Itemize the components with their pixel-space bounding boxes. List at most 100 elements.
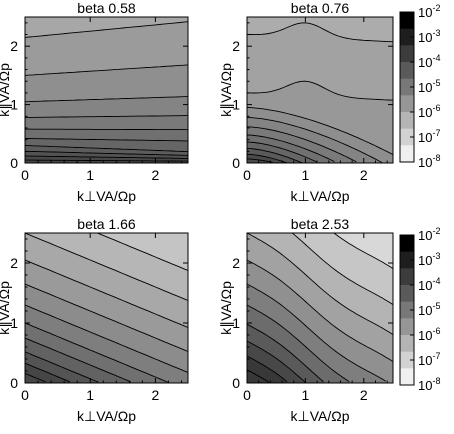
colorbar-swatch	[400, 45, 414, 63]
panel-2: 00 1 1 2 2 beta 0.76 k⊥VA/Ωp k∥VA/Ωp	[218, 0, 394, 204]
contour-line	[247, 259, 393, 362]
contour-line	[247, 153, 288, 163]
contour-field	[247, 17, 393, 163]
colorbar-label: 10-2	[418, 3, 440, 20]
x-tick-label: 1	[86, 167, 94, 183]
x-tick-label: 0	[243, 167, 251, 183]
x-tick-label: 2	[152, 167, 160, 183]
colorbar-label: 10-8	[418, 153, 440, 170]
colorbar-swatch	[400, 368, 414, 386]
contour-line	[247, 126, 357, 163]
contour-line	[25, 115, 188, 118]
contour-line	[247, 141, 317, 163]
x-tick-label: 2	[152, 387, 160, 403]
x-tick-label: 2	[360, 167, 368, 183]
colorbar-swatch	[400, 28, 414, 46]
y-tick-label: 1	[10, 315, 18, 331]
colorbar-label: 10-3	[418, 251, 440, 268]
contour-line	[247, 233, 393, 335]
x-tick-label: 0	[21, 387, 29, 403]
contour-line	[25, 145, 188, 153]
colorbar-swatch	[400, 62, 414, 80]
x-tick-label: 0	[21, 167, 29, 183]
x-tick-label: 1	[302, 387, 310, 403]
contour-line	[247, 80, 393, 101]
colorbar-swatch	[400, 78, 414, 96]
x-axis-label: k⊥VA/Ωp	[291, 408, 350, 424]
y-tick-label: 2	[10, 255, 18, 271]
contour-line	[25, 304, 188, 373]
plot-frame	[24, 16, 189, 164]
contour-line	[247, 340, 306, 383]
colorbar-swatch	[400, 112, 414, 130]
contour-line	[247, 107, 393, 155]
y-axis-label: k∥VA/Ωp	[218, 63, 234, 117]
y-tick-label: 0	[10, 375, 18, 391]
colorbar-swatch	[400, 318, 414, 336]
colorbar-swatch	[400, 95, 414, 113]
colorbar-swatch	[400, 12, 414, 30]
colorbar-label: 10-5	[418, 301, 440, 318]
y-tick-label: 1	[232, 97, 240, 113]
colorbar-2: 10-2 10-3 10-4 10-5 10-6 10-7 10-8	[399, 226, 440, 393]
y-axis-label: k∥VA/Ωp	[0, 63, 12, 117]
contour-line	[247, 355, 288, 383]
contour-line	[25, 351, 99, 383]
colorbar-label: 10-6	[418, 326, 440, 343]
contour-line	[247, 283, 386, 382]
colorbar-swatch	[400, 235, 414, 253]
contour-line	[25, 155, 188, 159]
panel-title: beta 0.76	[291, 0, 350, 16]
plot-frame	[246, 232, 394, 384]
y-tick-label: 0	[232, 375, 240, 391]
y-tick-label: 1	[10, 97, 18, 113]
colorbar-swatch	[400, 128, 414, 146]
contour-line	[25, 372, 46, 383]
y-tick-label: 0	[10, 155, 18, 171]
panel-4: 00 1 1 2 2 beta 2.53 k⊥VA/Ωp k∥VA/Ωp	[218, 216, 394, 424]
contour-line	[247, 22, 393, 43]
contour-line	[247, 304, 350, 382]
plot-frame	[24, 232, 189, 384]
contour-line	[25, 128, 188, 131]
contour-line	[247, 323, 324, 383]
panel-3: 00 1 1 2 2 beta 1.66 k⊥VA/Ωp k∥VA/Ωp	[0, 216, 189, 424]
x-axis-label: k⊥VA/Ωp	[77, 188, 136, 204]
colorbar-label: 10-8	[418, 376, 440, 393]
colorbar-label: 10-5	[418, 78, 440, 95]
contour-band	[247, 158, 273, 163]
y-tick-label: 1	[232, 315, 240, 331]
contour-line	[291, 233, 393, 305]
contour-line	[25, 138, 188, 142]
colorbar-swatch	[400, 145, 414, 163]
contour-line	[247, 158, 273, 163]
colorbar-swatch	[400, 301, 414, 319]
y-tick-label: 2	[10, 38, 18, 54]
x-tick-label: 1	[86, 387, 94, 403]
y-tick-label: 2	[232, 255, 240, 271]
contour-line	[247, 369, 270, 383]
contour-field	[247, 233, 393, 383]
colorbar-1: 10-2 10-3 10-4 10-5 10-6 10-7 10-8	[399, 3, 440, 170]
colorbar-swatch	[400, 268, 414, 286]
panel-1: 00 1 1 2 2 beta 0.58 k⊥VA/Ωp k∥VA/Ωp	[0, 0, 189, 204]
contour-line	[96, 233, 188, 271]
contour-line	[25, 259, 188, 328]
contour-line	[247, 116, 383, 163]
x-axis-label: k⊥VA/Ωp	[291, 188, 350, 204]
contour-field	[25, 17, 188, 163]
y-axis-label: k∥VA/Ωp	[218, 281, 234, 335]
contour-line	[25, 283, 188, 352]
plot-frame	[246, 16, 394, 164]
contour-line	[25, 362, 70, 383]
contour-line	[25, 64, 188, 76]
x-axis-label: k⊥VA/Ωp	[77, 408, 136, 424]
panel-title: beta 2.53	[291, 216, 350, 232]
contour-line	[247, 147, 302, 163]
colorbar-swatch	[400, 251, 414, 269]
colorbar-label: 10-4	[418, 276, 440, 293]
contour-line	[25, 233, 188, 301]
panel-title: beta 1.66	[77, 216, 136, 232]
contour-line	[25, 150, 188, 156]
